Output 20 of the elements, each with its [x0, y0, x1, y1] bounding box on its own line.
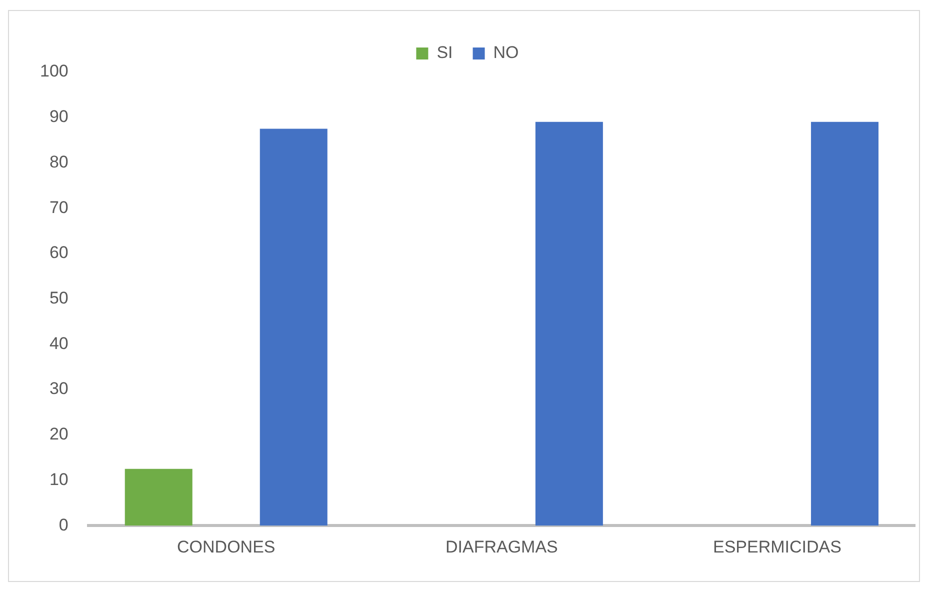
- legend-label: SI: [436, 43, 453, 62]
- bar: [124, 468, 192, 526]
- y-tick-label: 70: [49, 198, 68, 217]
- y-tick-label: 40: [49, 334, 68, 353]
- y-tick-label: 0: [58, 515, 68, 534]
- x-tick-label: CONDONES: [177, 537, 276, 556]
- y-tick-label: 10: [49, 470, 68, 489]
- y-tick-label: 60: [49, 243, 68, 262]
- y-tick-label: 30: [49, 379, 68, 398]
- bar: [260, 128, 328, 526]
- y-tick-label: 90: [49, 107, 68, 126]
- y-tick-label: 20: [49, 424, 68, 444]
- x-tick-label: DIAFRAGMAS: [445, 537, 558, 556]
- x-tick-label: ESPERMICIDAS: [712, 537, 842, 556]
- legend-label: NO: [493, 43, 519, 62]
- y-tick-label: 50: [49, 288, 68, 308]
- bar: [535, 122, 603, 526]
- y-tick-label: 80: [49, 152, 68, 172]
- bar: [810, 122, 878, 526]
- y-tick-label: 100: [40, 62, 68, 81]
